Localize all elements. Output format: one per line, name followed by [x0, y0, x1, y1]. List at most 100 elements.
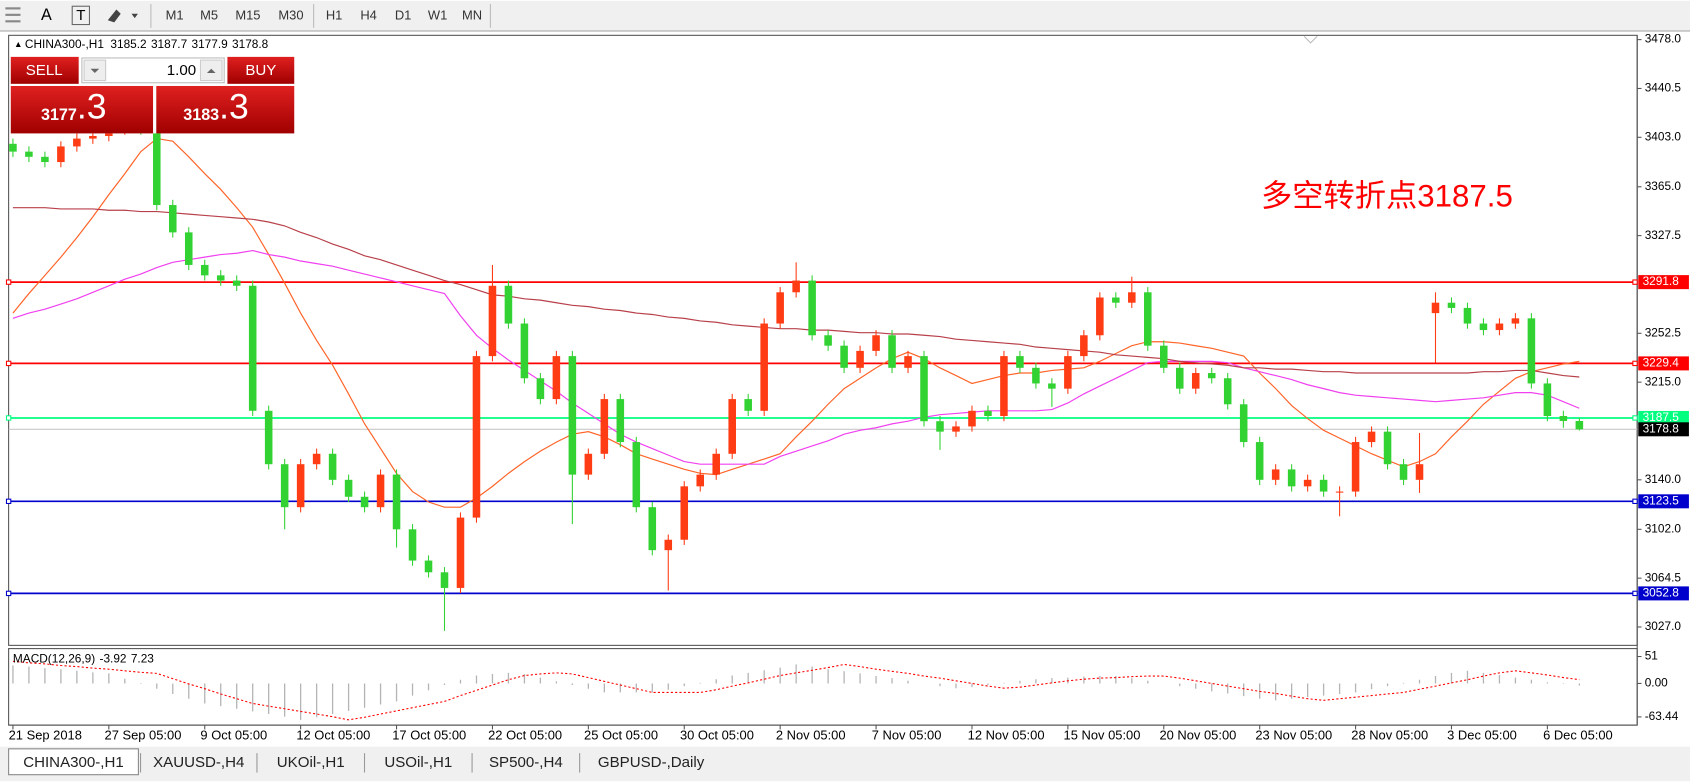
tab-label[interactable]: GBPUSD-,Daily [598, 754, 705, 771]
y-tick-label: -63.44 [1645, 709, 1679, 723]
tab-label[interactable]: XAUUSD-,H4 [153, 754, 244, 771]
candle-body [1351, 442, 1360, 492]
level-anchor [5, 360, 12, 367]
timeframe-label[interactable]: D1 [395, 7, 412, 22]
candle-body [264, 410, 273, 465]
candle-body [328, 453, 337, 480]
candle-body [392, 474, 401, 530]
candle-body [1175, 367, 1184, 389]
candle-body [280, 464, 289, 508]
candle-body [824, 335, 832, 346]
y-tick-label: 3327.5 [1645, 228, 1682, 242]
x-tick-label: 25 Oct 05:00 [584, 727, 658, 742]
candle-body [936, 421, 944, 432]
tab-label[interactable]: CHINA300-,H1 [23, 754, 124, 771]
candle-body [376, 474, 385, 508]
timeframe-label[interactable]: M5 [200, 7, 218, 22]
candle-body [1399, 464, 1408, 480]
tab-label[interactable]: USOil-,H1 [384, 754, 452, 771]
level-label: 3052.8 [1643, 586, 1680, 600]
x-tick-label: 9 Oct 05:00 [200, 727, 267, 742]
tab-label[interactable]: SP500-,H4 [489, 754, 563, 771]
candle-body [41, 156, 49, 163]
level-anchor [1632, 279, 1638, 285]
buy-price-box[interactable] [156, 85, 295, 134]
x-tick-label: 28 Nov 05:00 [1351, 727, 1428, 742]
candle-body [232, 280, 241, 286]
candle-body [169, 205, 177, 233]
lot-value[interactable]: 1.00 [167, 62, 196, 79]
candle-body [888, 335, 896, 368]
x-tick-label: 22 Oct 05:00 [488, 727, 562, 742]
chart-header: ▲ CHINA300-,H1 3185.2 3187.7 3177.9 3178.8 [14, 37, 269, 51]
timeframe-label[interactable]: M15 [235, 7, 260, 22]
buy-button[interactable] [227, 56, 295, 84]
candle-body [1144, 292, 1152, 346]
sell-label[interactable]: SELL [26, 62, 63, 79]
y-tick-label: 51 [1645, 649, 1659, 663]
sell-price-box[interactable] [10, 85, 154, 134]
level-anchor [1632, 360, 1638, 367]
sell-price-frac: .3 [77, 87, 107, 127]
toolbar-grip [5, 7, 21, 23]
candle-body [696, 474, 705, 487]
ohlc-high: 3187.7 [151, 37, 187, 51]
candle-body [1431, 302, 1440, 314]
shapes-tool[interactable] [107, 9, 138, 23]
timeframe-label[interactable]: H4 [360, 7, 377, 22]
candle-body [744, 399, 752, 411]
candle-body [1335, 491, 1344, 493]
axes: 3478.0 3440.5 3403.0 3365.0 3327.5 3252.5 3215… [5, 32, 1689, 742]
tab-active[interactable] [8, 748, 139, 776]
timeframe-label[interactable]: M1 [166, 7, 184, 22]
x-tick-label: 15 Nov 05:00 [1064, 727, 1141, 742]
label-tool-box[interactable] [71, 5, 90, 26]
label-tool[interactable]: T [76, 7, 85, 24]
buy-price-int: 3183 [183, 106, 219, 124]
candle-body [424, 560, 433, 573]
candle-body [472, 356, 481, 518]
candle-body [808, 280, 816, 336]
candle-body [1575, 420, 1584, 430]
candle-body [1096, 297, 1104, 336]
main-plot [8, 119, 1638, 631]
timeframe-label[interactable]: MN [462, 7, 482, 22]
signal-value: 7.23 [131, 651, 154, 665]
candle-body [200, 264, 209, 276]
candle-body [360, 496, 369, 508]
moving-average [12, 137, 1580, 508]
level-anchor [5, 498, 12, 505]
level-label-bg [1638, 275, 1689, 290]
candle-body [536, 378, 545, 400]
timeframe-label[interactable]: W1 [428, 7, 447, 22]
candle-body [552, 356, 561, 400]
y-tick-label: 3403.0 [1645, 129, 1682, 143]
candle-body [25, 151, 33, 157]
timeframe-bar: M1 M5 M15 M30 H1 H4 D1 W1 MN [166, 4, 491, 28]
candle-body [1367, 431, 1376, 443]
candle-body [1287, 469, 1296, 487]
x-tick-label: 2 Nov 05:00 [776, 727, 846, 742]
timeframe-label[interactable]: H1 [326, 7, 343, 22]
level-anchor [1632, 415, 1638, 421]
level-label-bg [1638, 356, 1689, 371]
candle-body [1463, 307, 1472, 324]
tabs: CHINA300-,H1 XAUUSD-,H4 UKOil-,H1 USOil-,H1… [8, 748, 705, 776]
lot-down-arrow [90, 68, 100, 74]
text-tool[interactable]: A [41, 6, 52, 24]
sell-button[interactable] [10, 56, 79, 84]
level-label: 3291.8 [1643, 274, 1680, 288]
candle-body [1271, 469, 1280, 480]
tab-label[interactable]: UKOil-,H1 [277, 754, 345, 771]
x-tick-label: 12 Nov 05:00 [968, 727, 1045, 742]
candle-body [1128, 292, 1136, 303]
ohlc-open: 3185.2 [110, 37, 146, 51]
candle-body [1207, 373, 1216, 379]
buy-label[interactable]: BUY [245, 62, 276, 79]
lot-up-arrow [206, 68, 216, 74]
y-tick-label: 3027.0 [1645, 619, 1682, 633]
timeframe-label[interactable]: M30 [278, 7, 303, 22]
y-tick-label: 3215.0 [1645, 374, 1682, 388]
candle-body [1447, 302, 1456, 308]
